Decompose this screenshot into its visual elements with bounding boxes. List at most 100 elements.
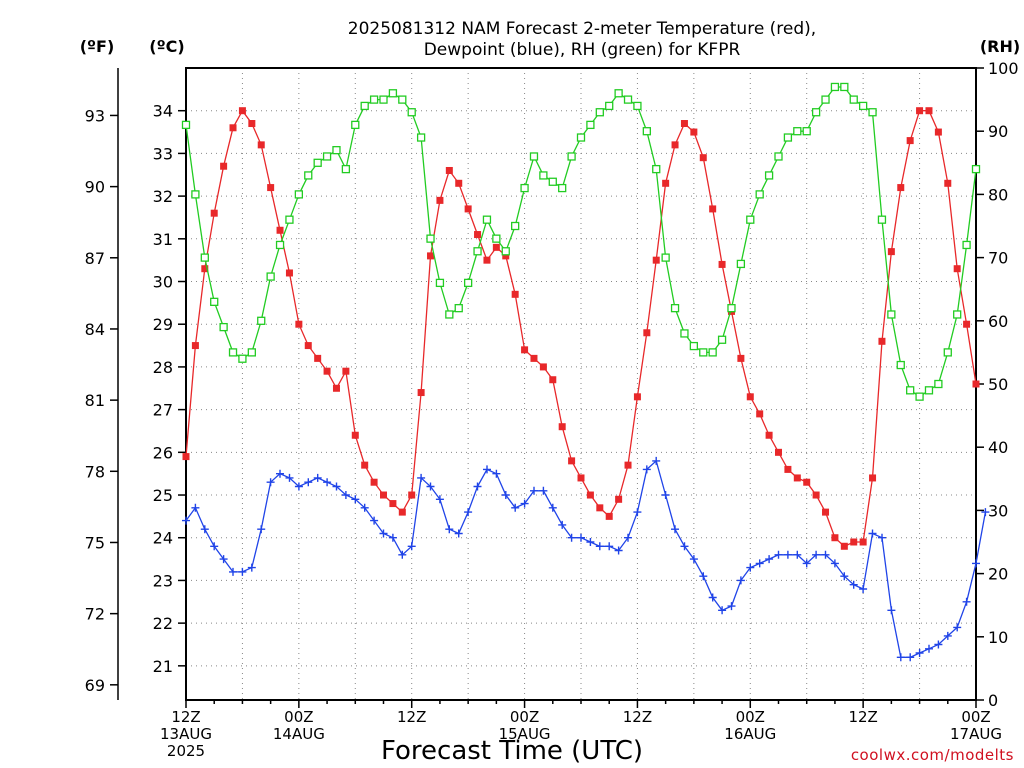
- temperature-point: [314, 354, 322, 362]
- dewpoint-point: [934, 640, 943, 649]
- x-tick-label: 00Z: [736, 708, 765, 726]
- dewpoint-point: [595, 542, 604, 551]
- temperature-series: [182, 107, 980, 550]
- rh-point: [764, 171, 774, 180]
- dewpoint-point: [332, 482, 341, 491]
- temperature-point: [295, 320, 303, 328]
- temperature-point: [436, 196, 444, 204]
- rh-point: [313, 158, 322, 167]
- celsius-tick-label: 27: [153, 401, 173, 420]
- x-tick-label: 00Z: [961, 708, 990, 726]
- rh-tick-label: 30: [988, 501, 1008, 520]
- rh-point: [369, 95, 379, 104]
- temperature-point: [887, 248, 895, 256]
- temperature-point: [502, 252, 510, 260]
- rh-point: [454, 304, 463, 313]
- temperature-point: [944, 179, 952, 187]
- temperature-point: [351, 431, 359, 439]
- celsius-tick-label: 34: [153, 102, 173, 121]
- rh-point: [501, 247, 510, 256]
- dewpoint-point: [661, 491, 670, 499]
- dewpoint-point: [830, 559, 839, 568]
- temperature-point: [680, 120, 688, 128]
- dewpoint-point: [793, 550, 802, 559]
- dewpoint-point: [360, 503, 369, 512]
- dewpoint-point: [558, 520, 567, 529]
- dewpoint-point: [718, 606, 727, 615]
- dewpoint-point: [398, 550, 407, 559]
- fahrenheit-tick-label: 78: [85, 462, 105, 481]
- dewpoint-point: [473, 482, 482, 491]
- x-tick-label: 14AUG: [273, 725, 325, 743]
- rh-point: [943, 348, 952, 357]
- fahrenheit-tick-label: 84: [85, 320, 105, 339]
- rh-point: [322, 152, 332, 161]
- dewpoint-point: [652, 456, 661, 465]
- temperature-point: [765, 431, 773, 439]
- rh-point: [529, 152, 539, 161]
- temperature-point: [445, 166, 453, 174]
- x-tick-label: 12Z: [397, 708, 426, 726]
- dewpoint-point: [605, 542, 614, 551]
- dewpoint-point: [642, 465, 651, 474]
- rh-point: [257, 316, 266, 325]
- rh-point: [717, 335, 727, 344]
- rh-point: [953, 310, 962, 319]
- rh-point: [219, 322, 228, 332]
- rh-point: [304, 171, 313, 180]
- rh-point: [285, 215, 294, 224]
- celsius-tick-label: 24: [153, 529, 173, 548]
- temperature-point: [906, 137, 914, 145]
- rh-point: [680, 329, 689, 338]
- dewpoint-point: [435, 495, 444, 504]
- rh-point: [774, 152, 783, 161]
- rh-point: [576, 133, 586, 142]
- temperature-point: [201, 265, 209, 273]
- temperature-point: [934, 128, 942, 136]
- dewpoint-point: [812, 550, 821, 559]
- dewpoint-point: [915, 649, 924, 657]
- dewpoint-point: [972, 559, 980, 568]
- dewpoint-point: [802, 559, 811, 568]
- fahrenheit-tick-label: 93: [85, 106, 105, 125]
- celsius-tick-label: 30: [153, 273, 173, 292]
- rh-point: [181, 120, 191, 130]
- temperature-point: [361, 461, 369, 469]
- temperature-point: [427, 252, 435, 260]
- temperature-point: [662, 179, 670, 187]
- dewpoint-point: [624, 533, 632, 542]
- temperature-point: [408, 491, 416, 499]
- rh-tick-label: 10: [988, 628, 1008, 647]
- temperature-point: [191, 342, 199, 350]
- rh-point: [906, 386, 915, 395]
- rh-point: [473, 247, 482, 256]
- dewpoint-point: [370, 516, 379, 525]
- dewpoint-point: [511, 503, 520, 512]
- dewpoint-point: [708, 593, 717, 602]
- temperature-point: [417, 389, 425, 397]
- rh-point: [266, 272, 275, 281]
- dewpoint-point: [953, 623, 962, 632]
- rh-series: [181, 82, 981, 401]
- dewpoint-point: [746, 563, 755, 572]
- dewpoint-point: [407, 542, 416, 551]
- temperature-point: [699, 154, 707, 162]
- temperature-point: [803, 478, 811, 486]
- rh-unit-label: (RH): [980, 37, 1020, 56]
- temperature-point: [521, 346, 529, 354]
- dewpoint-point: [925, 644, 933, 653]
- temperature-point: [652, 256, 660, 264]
- rh-point: [426, 234, 435, 243]
- rh-point: [699, 348, 708, 357]
- rh-point: [736, 259, 746, 269]
- rh-point: [877, 215, 887, 224]
- rh-point: [407, 108, 416, 117]
- temperature-point: [850, 538, 858, 546]
- rh-point: [887, 310, 896, 319]
- rh-point: [623, 95, 633, 104]
- x-tick-label: 16AUG: [724, 725, 776, 743]
- dewpoint-point: [859, 585, 868, 593]
- rh-point: [689, 341, 699, 351]
- temperature-point: [897, 184, 905, 192]
- celsius-tick-label: 22: [153, 614, 173, 633]
